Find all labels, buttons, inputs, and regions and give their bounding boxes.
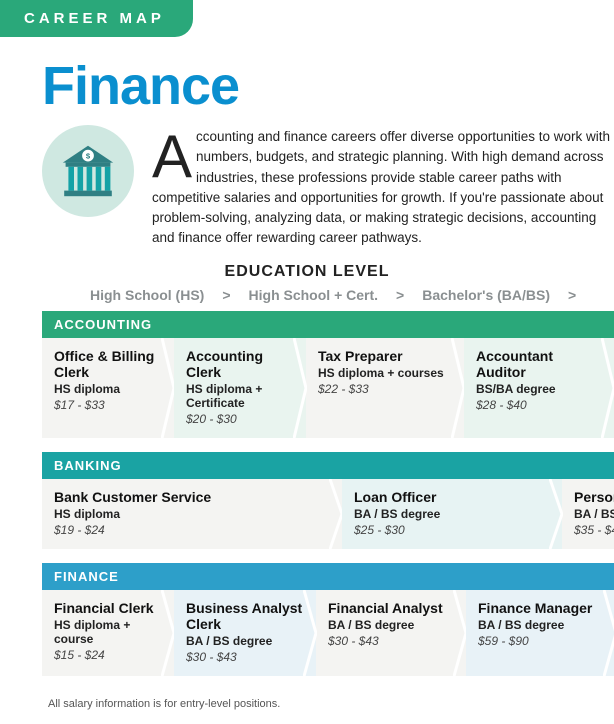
section-header: FINANCE [42, 563, 614, 590]
job-salary: $17 - $33 [54, 398, 162, 412]
job-salary: $19 - $24 [54, 523, 330, 537]
job-salary: $35 - $45 [574, 523, 614, 537]
section-banking: BANKING Bank Customer Service HS diploma $1… [42, 452, 614, 549]
salary-footnote: All salary information is for entry-leve… [48, 698, 614, 710]
job-salary: $22 - $33 [318, 382, 452, 396]
job-salary: $59 - $90 [478, 634, 604, 648]
job-cell: Financial Clerk HS diploma + course $15 - … [42, 590, 174, 676]
job-requirement: BS/BA degree [476, 382, 602, 396]
career-sections: ACCOUNTING Office & Billing Clerk HS diplo… [0, 311, 614, 690]
job-salary: $30 - $43 [186, 650, 304, 664]
job-requirement: BA / BS degree [354, 507, 550, 521]
job-requirement: BA / BS degree [186, 634, 304, 648]
job-requirement: HS diploma + course [54, 618, 162, 646]
job-cell: Finance Manager BA / BS degree $59 - $90 [466, 590, 614, 676]
job-title: Tax Preparer [318, 348, 452, 364]
section-body: Financial Clerk HS diploma + course $15 - … [42, 590, 614, 676]
job-salary: $30 - $43 [328, 634, 454, 648]
svg-text:$: $ [86, 151, 91, 160]
intro: $ A ccounting and finance careers offer … [0, 125, 614, 249]
job-cell: Personal Banker BA / BS degree $35 - $45 [562, 479, 614, 549]
job-title: Financial Clerk [54, 600, 162, 616]
section-header: BANKING [42, 452, 614, 479]
job-title: Financial Analyst [328, 600, 454, 616]
edu-level: High School + Cert. [249, 287, 379, 303]
education-level-header: EDUCATION LEVEL [0, 263, 614, 281]
section-header: ACCOUNTING [42, 311, 614, 338]
section-body: Office & Billing Clerk HS diploma $17 - $3… [42, 338, 614, 438]
intro-dropcap: A [152, 127, 196, 182]
intro-text: A ccounting and finance careers offer di… [152, 125, 614, 249]
job-cell: Accounting ClerkHS diploma + Certificate… [174, 338, 306, 438]
job-requirement: HS diploma [54, 382, 162, 396]
career-map-badge: CAREER MAP [0, 0, 193, 37]
job-title: Business Analyst Clerk [186, 600, 304, 632]
section-body: Bank Customer Service HS diploma $19 - $24… [42, 479, 614, 549]
finance-building-icon: $ [42, 125, 134, 217]
job-cell: Bank Customer Service HS diploma $19 - $24 [42, 479, 342, 549]
job-cell: Accountant Auditor BS/BA degree $28 - $40 [464, 338, 614, 438]
job-salary: $25 - $30 [354, 523, 550, 537]
chevron-divider-icon [601, 338, 614, 438]
education-levels: High School (HS) > High School + Cert. > Bac… [0, 287, 614, 303]
job-salary: $28 - $40 [476, 398, 602, 412]
edu-separator: > [568, 287, 576, 303]
page-title: Finance [42, 55, 614, 117]
edu-separator: > [222, 287, 230, 303]
job-title: Accountant Auditor [476, 348, 602, 380]
job-cell: Tax Preparer HS diploma + courses $22 - $3… [306, 338, 464, 438]
job-requirement: BA / BS degree [328, 618, 454, 632]
job-title: Accounting Clerk [186, 348, 294, 380]
edu-level: High School (HS) [90, 287, 204, 303]
section-finance: FINANCE Financial Clerk HS diploma + cours… [42, 563, 614, 676]
edu-separator: > [396, 287, 404, 303]
job-title: Office & Billing Clerk [54, 348, 162, 380]
job-cell: Business Analyst Clerk BA / BS degree $30 … [174, 590, 316, 676]
job-salary: $15 - $24 [54, 648, 162, 662]
job-salary: $20 - $30 [186, 412, 294, 426]
job-title: Finance Manager [478, 600, 604, 616]
intro-body: ccounting and finance careers offer dive… [152, 129, 610, 245]
job-requirement: HS diploma [54, 507, 330, 521]
job-requirement: HS diploma + courses [318, 366, 452, 380]
job-requirement: BA / BS degree [478, 618, 604, 632]
job-requirement: HS diploma + Certificate [186, 382, 294, 410]
section-accounting: ACCOUNTING Office & Billing Clerk HS diplo… [42, 311, 614, 438]
job-title: Bank Customer Service [54, 489, 330, 505]
job-cell: Office & Billing Clerk HS diploma $17 - $3… [42, 338, 174, 438]
job-requirement: BA / BS degree [574, 507, 614, 521]
job-title: Loan Officer [354, 489, 550, 505]
chevron-divider-icon [603, 590, 614, 676]
job-cell: Loan Officer BA / BS degree $25 - $30 [342, 479, 562, 549]
edu-level: Bachelor's (BA/BS) [422, 287, 550, 303]
job-cell: Financial Analyst BA / BS degree $30 - $43 [316, 590, 466, 676]
job-title: Personal Banker [574, 489, 614, 505]
